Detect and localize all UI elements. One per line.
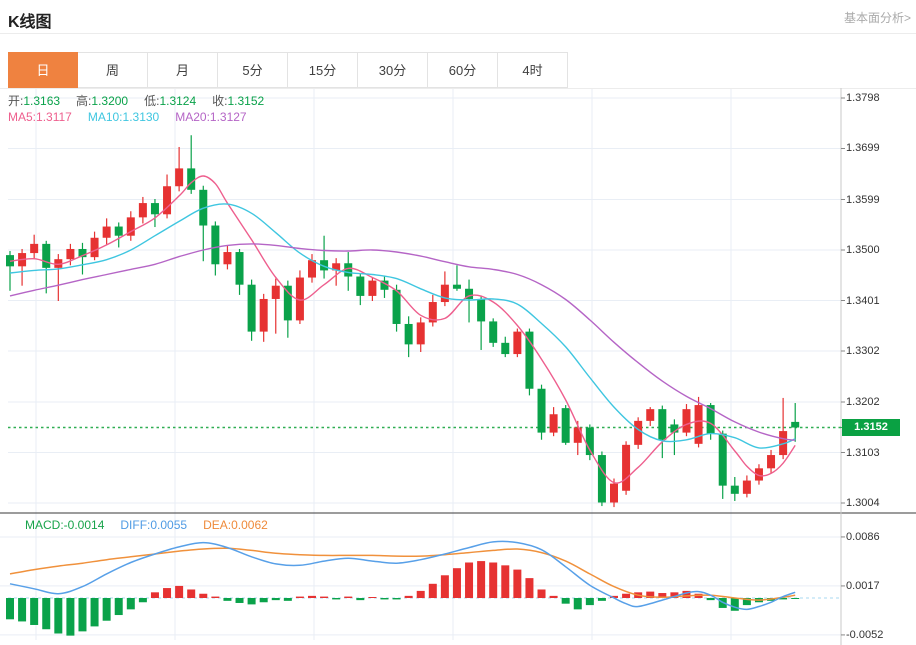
price-axis-label-0: 1.3798 <box>846 92 880 104</box>
kline-chart-canvas <box>0 88 916 645</box>
ohlc-row-item-0: 开:1.3163 <box>8 94 61 108</box>
diff-line <box>9 540 796 611</box>
candles <box>6 135 800 508</box>
chart-area: 开:1.3163 高:1.3200 低:1.3124 收:1.3152 MA5:1.31… <box>0 88 916 645</box>
macd-histogram <box>6 561 800 636</box>
ohlc-row-item-3: 收:1.3152 <box>212 94 265 108</box>
macd-values-row: MACD:-0.0014 DIFF:0.0055 DEA:0.0062 <box>25 518 284 532</box>
tab-3[interactable]: 5分 <box>218 52 288 88</box>
macd-axis-label-2: -0.0052 <box>846 628 884 641</box>
price-axis-label-5: 1.3302 <box>846 344 880 357</box>
macd-values-row-item-1: DIFF:0.0055 <box>120 518 188 532</box>
ma-values-row-item-1: MA10:1.3130 <box>87 110 160 124</box>
ma10-line <box>9 203 796 449</box>
header-divider <box>0 33 916 34</box>
tab-5[interactable]: 30分 <box>358 52 428 88</box>
ma5-line <box>9 175 796 484</box>
price-axis-label-7: 1.3103 <box>846 446 880 459</box>
ma-values-row-item-2: MA20:1.3127 <box>175 110 247 124</box>
price-axis-label-6: 1.3202 <box>846 396 880 408</box>
interval-tabs: 日周月 5分 15分 30分 60分 4时 <box>8 52 568 88</box>
page-title: K线图 <box>8 14 52 31</box>
tab-1[interactable]: 周 <box>78 52 148 88</box>
macd-axis-label-1: 0.0017 <box>846 579 880 592</box>
macd-values-row-item-0: MACD:-0.0014 <box>25 518 105 532</box>
current-price-badge: 1.3152 <box>842 419 900 436</box>
price-axis-label-1: 1.3699 <box>846 142 880 155</box>
ohlc-row: 开:1.3163 高:1.3200 低:1.3124 收:1.3152 <box>8 92 280 109</box>
price-axis-label-3: 1.3500 <box>846 244 880 256</box>
ma-values-row-item-0: MA5:1.3117 <box>8 110 72 124</box>
ohlc-row-item-2: 低:1.3124 <box>144 94 197 108</box>
price-axis-label-4: 1.3401 <box>846 294 880 307</box>
tab-2[interactable]: 月 <box>148 52 218 88</box>
ma-values-row: MA5:1.3117 MA10:1.3130 MA20:1.3127 <box>8 110 263 124</box>
tab-0[interactable]: 日 <box>8 52 78 88</box>
ma20-line <box>9 243 796 441</box>
price-axis-label-8: 1.3004 <box>846 497 880 509</box>
tab-4[interactable]: 15分 <box>288 52 358 88</box>
fundamental-analysis-link[interactable]: 基本面分析> <box>843 11 911 25</box>
macd-axis-label-0: 0.0086 <box>846 530 880 543</box>
macd-values-row-item-2: DEA:0.0062 <box>203 518 268 532</box>
tab-7[interactable]: 4时 <box>498 52 568 88</box>
price-axis-label-2: 1.3599 <box>846 193 880 206</box>
ohlc-row-item-1: 高:1.3200 <box>76 94 129 108</box>
axis-ticks <box>841 97 845 636</box>
tab-6[interactable]: 60分 <box>428 52 498 88</box>
